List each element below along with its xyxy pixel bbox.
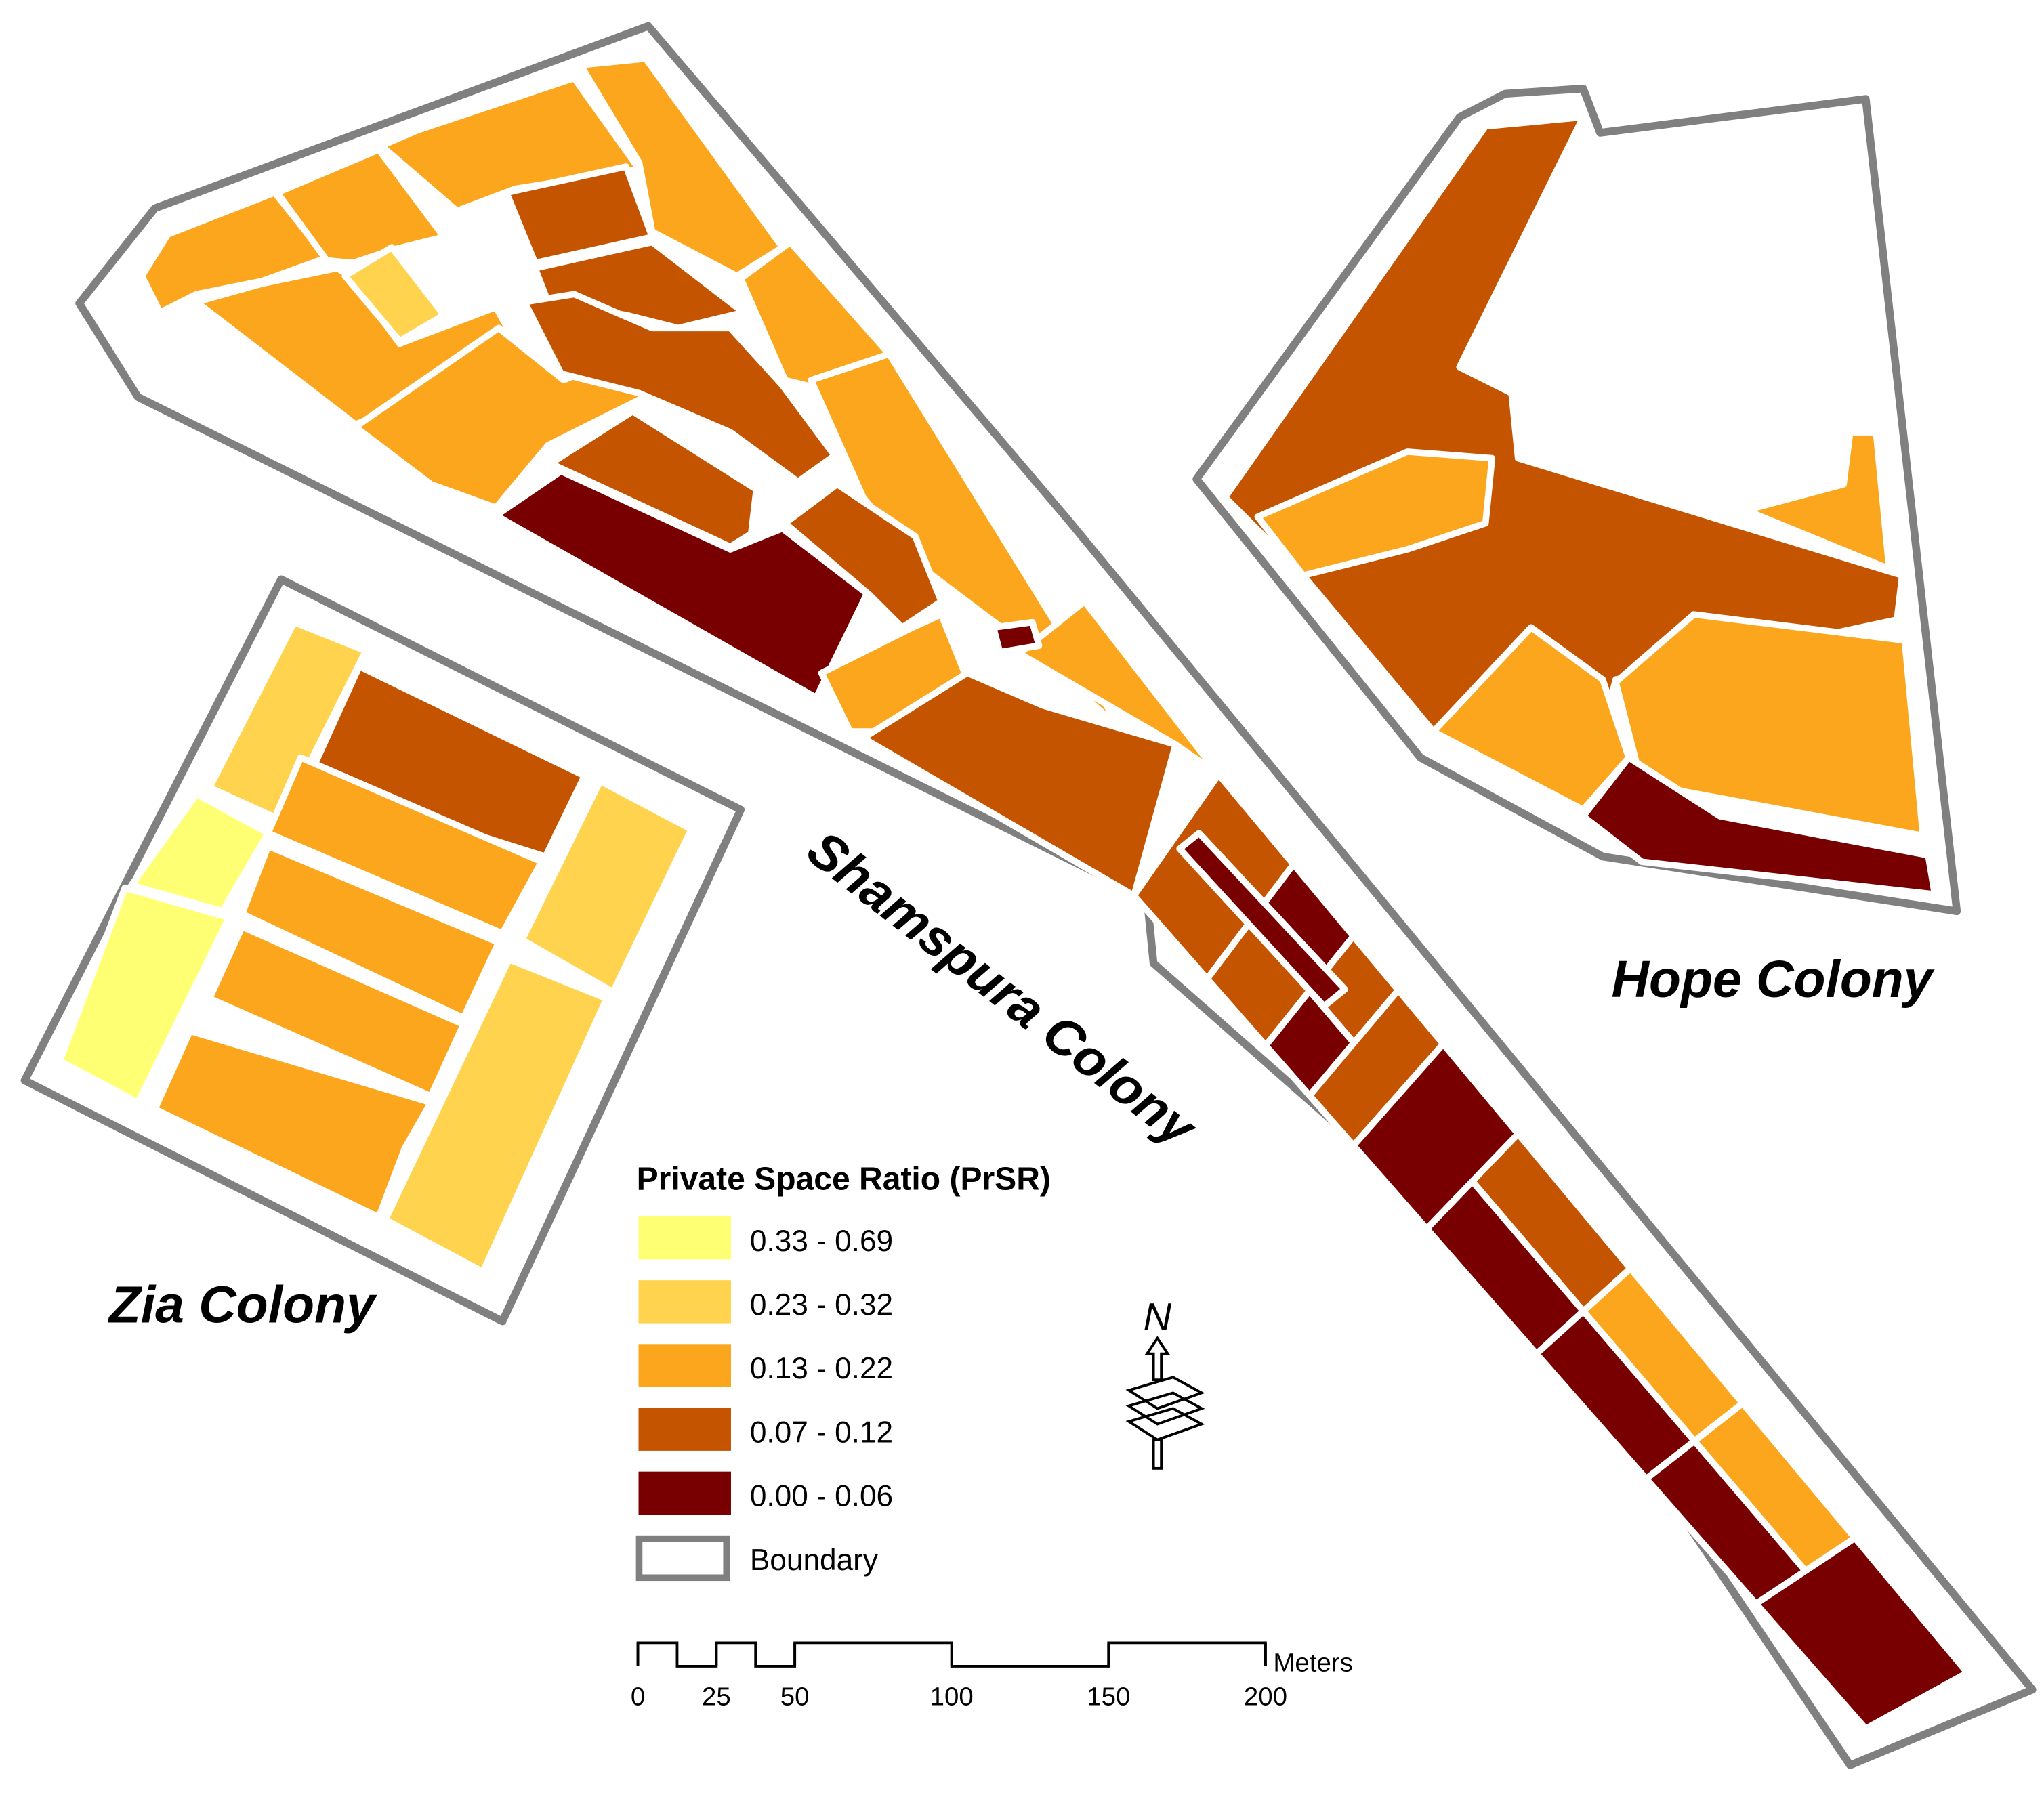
- parcel: [1753, 1534, 1971, 1733]
- parcel: [238, 843, 502, 1021]
- parcel: [860, 669, 1180, 900]
- legend-label: 0.33 - 0.69: [750, 1225, 893, 1258]
- parcel: [264, 754, 545, 937]
- parcel: [56, 884, 232, 1106]
- legend-swatch: [638, 1408, 731, 1451]
- parcel: [518, 778, 695, 996]
- parcel: [1176, 830, 1348, 1010]
- legend-swatch: [638, 1344, 731, 1387]
- legend-label: 0.00 - 0.06: [750, 1480, 893, 1513]
- parcel: [503, 163, 656, 267]
- boundaries: [20, 22, 2037, 1769]
- region-label: Hope Colony: [1612, 950, 1935, 1009]
- scale-unit: Meters: [1273, 1649, 1352, 1678]
- scale-bar: 0 25 50 100 150 200 Meters: [631, 1641, 1353, 1712]
- scale-tick-label: 200: [1244, 1682, 1287, 1712]
- scale-tick-label: 150: [1087, 1682, 1130, 1712]
- zia-boundary: [20, 575, 745, 1326]
- region-label: Zia Colony: [108, 1276, 377, 1334]
- parcel: [1430, 624, 1632, 813]
- legend-swatch: [638, 1216, 731, 1260]
- parcel: [206, 923, 467, 1100]
- layers: [1125, 1376, 1205, 1441]
- parcel: [493, 467, 871, 701]
- parcel: [577, 55, 786, 280]
- parcel: [521, 291, 838, 485]
- parcel: [206, 618, 369, 824]
- legend-label: 0.07 - 0.12: [750, 1416, 893, 1449]
- parcel: [341, 244, 448, 345]
- parcel: [990, 618, 1043, 656]
- scale-tick-label: 0: [631, 1682, 645, 1712]
- arrow: [1144, 1336, 1171, 1382]
- arrow-tail: [1152, 1438, 1163, 1470]
- north-arrow: N: [1125, 1296, 1205, 1470]
- scale-tick-label: 50: [780, 1682, 810, 1712]
- legend-swatch: [638, 1471, 731, 1515]
- scale-tick-label: 25: [702, 1682, 731, 1712]
- legend-swatch: [638, 1280, 731, 1324]
- parcel: [1254, 448, 1496, 579]
- legend-title: Private Space Ratio (PrSR): [637, 1162, 1051, 1198]
- parcel: [138, 189, 331, 316]
- band: [1130, 771, 1971, 1733]
- shamspura-boundary: [75, 22, 2037, 1769]
- legend-label: 0.23 - 0.32: [750, 1288, 893, 1321]
- parcel: [781, 481, 945, 631]
- parcel: [381, 956, 610, 1275]
- parcel: [1743, 429, 1893, 572]
- hope-boundary: [1192, 84, 1961, 916]
- scale-tick-label: 100: [930, 1682, 974, 1712]
- legend-swatch: [635, 1535, 730, 1582]
- parcel: [151, 1028, 434, 1221]
- region-label: Shamspura Colony: [797, 820, 1208, 1159]
- legend-label: Boundary: [750, 1544, 878, 1577]
- legend: Private Space Ratio (PrSR) 0.33 - 0.69 0.…: [635, 1162, 1051, 1582]
- north-label: N: [1144, 1296, 1172, 1339]
- parcels: [56, 55, 1971, 1733]
- legend-label: 0.13 - 0.22: [750, 1352, 893, 1385]
- parcel: [1580, 754, 1938, 898]
